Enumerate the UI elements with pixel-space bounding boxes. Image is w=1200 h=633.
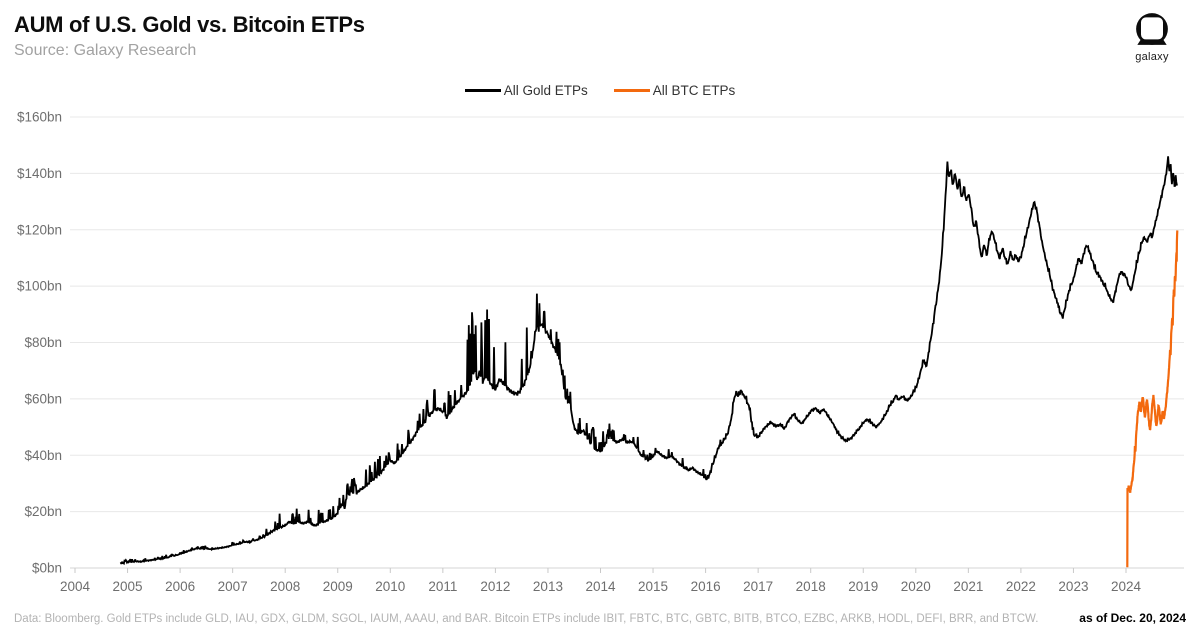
y-axis-label: $140bn [17, 166, 62, 181]
gold-line-swatch [464, 89, 501, 92]
y-axis-label: $20bn [24, 504, 62, 519]
x-axis-label: 2011 [428, 579, 457, 594]
x-axis-label: 2004 [60, 579, 91, 594]
y-axis-label: $120bn [17, 222, 62, 237]
btc-line-swatch [613, 89, 650, 92]
x-axis-label: 2009 [323, 579, 353, 594]
legend-item-gold: All Gold ETPs [464, 83, 588, 98]
y-axis-label: $60bn [24, 391, 62, 406]
galaxy-helmet-icon [1136, 13, 1168, 45]
x-axis-label: 2016 [691, 579, 721, 594]
y-axis-label: $40bn [24, 448, 62, 463]
y-axis-label: $160bn [17, 110, 62, 125]
x-axis-label: 2005 [113, 579, 143, 594]
x-axis-label: 2017 [743, 579, 773, 594]
x-axis-label: 2010 [375, 579, 405, 594]
y-axis-label: $0bn [32, 561, 62, 576]
legend-label-gold: All Gold ETPs [503, 83, 588, 98]
page-title: AUM of U.S. Gold vs. Bitcoin ETPs [14, 12, 365, 37]
x-axis-label: 2019 [848, 579, 878, 594]
x-axis-label: 2018 [796, 579, 826, 594]
btc-etp-line [1126, 230, 1179, 568]
galaxy-logo-text: galaxy [1135, 51, 1169, 63]
chart-legend: All Gold ETPs All BTC ETPs [0, 83, 1200, 98]
y-axis-label: $80bn [24, 335, 62, 350]
x-axis-label: 2007 [218, 579, 248, 594]
x-axis-label: 2013 [533, 579, 563, 594]
footer-note: Data: Bloomberg. Gold ETPs include GLD, … [14, 613, 1039, 625]
x-axis-label: 2008 [270, 579, 300, 594]
chart-footer: Data: Bloomberg. Gold ETPs include GLD, … [14, 611, 1186, 625]
x-axis-label: 2024 [1111, 579, 1142, 594]
x-axis-label: 2006 [165, 579, 195, 594]
as-of-date: as of Dec. 20, 2024 [1079, 611, 1186, 625]
x-axis-label: 2012 [480, 579, 510, 594]
legend-item-btc: All BTC ETPs [613, 83, 736, 98]
y-axis-label: $100bn [17, 279, 62, 294]
x-axis-label: 2022 [1006, 579, 1036, 594]
x-axis-label: 2021 [953, 579, 983, 594]
legend-label-btc: All BTC ETPs [652, 83, 736, 98]
x-axis-label: 2015 [638, 579, 668, 594]
x-axis-label: 2014 [585, 579, 616, 594]
source-subtitle: Source: Galaxy Research [14, 42, 197, 59]
galaxy-logo: galaxy [1124, 8, 1180, 63]
gold-etp-line [119, 156, 1178, 566]
x-axis-label: 2020 [901, 579, 931, 594]
x-axis-label: 2023 [1058, 579, 1088, 594]
